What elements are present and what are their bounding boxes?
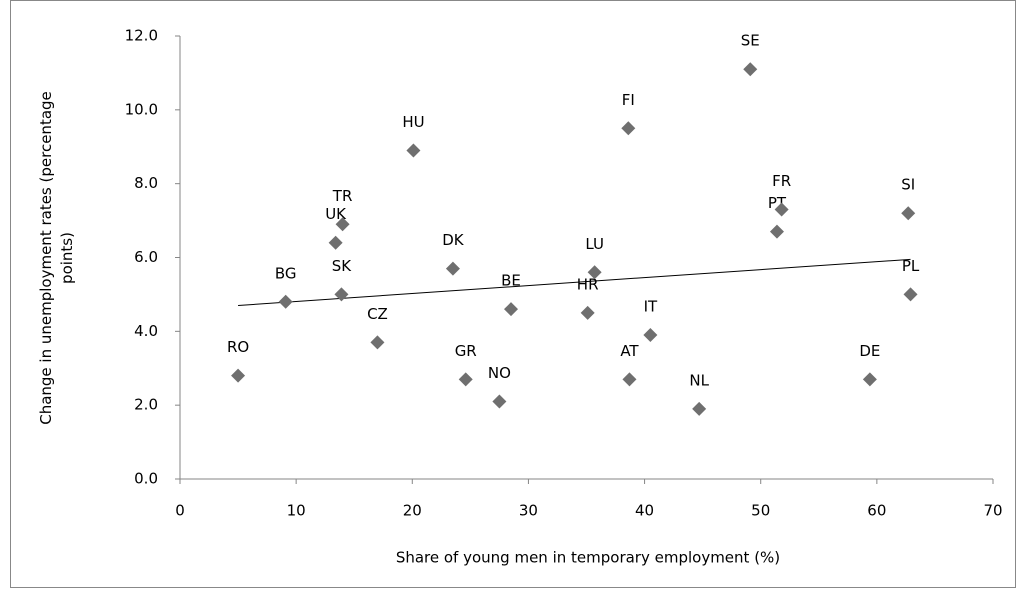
trendline bbox=[238, 258, 911, 306]
y-tick-label: 4.0 bbox=[134, 322, 158, 340]
point bbox=[862, 372, 877, 387]
point bbox=[231, 368, 246, 383]
point-label: FI bbox=[622, 91, 635, 109]
point bbox=[445, 261, 460, 276]
point-label: IT bbox=[644, 298, 658, 316]
x-tick-label: 30 bbox=[519, 502, 538, 520]
point bbox=[335, 217, 350, 232]
point-label: FR bbox=[772, 172, 791, 190]
point bbox=[370, 335, 385, 350]
point-label: SE bbox=[741, 32, 760, 50]
point-label: BG bbox=[275, 264, 297, 282]
point bbox=[774, 202, 789, 217]
chart-frame bbox=[10, 0, 1016, 588]
point-label: HR bbox=[577, 275, 599, 293]
point-label: DE bbox=[859, 342, 880, 360]
point bbox=[743, 62, 758, 77]
y-tick-label: 0.0 bbox=[134, 470, 158, 488]
x-tick-label: 50 bbox=[751, 502, 770, 520]
point-label: PL bbox=[902, 257, 920, 275]
point bbox=[621, 121, 636, 136]
x-axis-title: Share of young men in temporary employme… bbox=[396, 549, 780, 567]
point bbox=[769, 224, 784, 239]
x-tick-label: 20 bbox=[403, 502, 422, 520]
point-label: DK bbox=[442, 231, 465, 249]
point bbox=[903, 287, 918, 302]
point-label: GR bbox=[455, 342, 477, 360]
x-tick-label: 0 bbox=[175, 502, 185, 520]
point bbox=[278, 294, 293, 309]
point bbox=[504, 302, 519, 317]
y-tick-label: 8.0 bbox=[134, 174, 158, 192]
point bbox=[458, 372, 473, 387]
point bbox=[406, 143, 421, 158]
point-label: TR bbox=[332, 187, 353, 205]
point bbox=[587, 265, 602, 280]
y-tick-label: 10.0 bbox=[125, 100, 158, 118]
x-tick-label: 40 bbox=[635, 502, 654, 520]
point bbox=[643, 328, 658, 343]
point-label: CZ bbox=[367, 305, 388, 323]
point bbox=[580, 305, 595, 320]
x-tick-label: 60 bbox=[867, 502, 886, 520]
point bbox=[334, 287, 349, 302]
point-label: RO bbox=[227, 338, 249, 356]
point-label: NL bbox=[689, 371, 709, 389]
point bbox=[901, 206, 916, 221]
y-axis-title: Change in unemployment rates (percentage… bbox=[37, 91, 76, 425]
point bbox=[328, 235, 343, 250]
point bbox=[492, 394, 507, 409]
point-label: LU bbox=[585, 235, 604, 253]
y-tick-label: 12.0 bbox=[125, 27, 158, 45]
x-tick-label: 70 bbox=[983, 502, 1002, 520]
point-label: HU bbox=[402, 113, 424, 131]
y-axis-title-line: points) bbox=[58, 232, 76, 284]
point-label: SK bbox=[332, 257, 353, 275]
y-axis-title-line: Change in unemployment rates (percentage bbox=[37, 91, 55, 425]
point bbox=[692, 401, 707, 416]
y-tick-label: 2.0 bbox=[134, 396, 158, 414]
point-label: SI bbox=[901, 176, 915, 194]
point-label: BE bbox=[501, 272, 521, 290]
point-label: AT bbox=[620, 342, 639, 360]
y-tick-label: 6.0 bbox=[134, 248, 158, 266]
point bbox=[622, 372, 637, 387]
x-tick-label: 10 bbox=[287, 502, 306, 520]
point-label: NO bbox=[488, 364, 511, 382]
